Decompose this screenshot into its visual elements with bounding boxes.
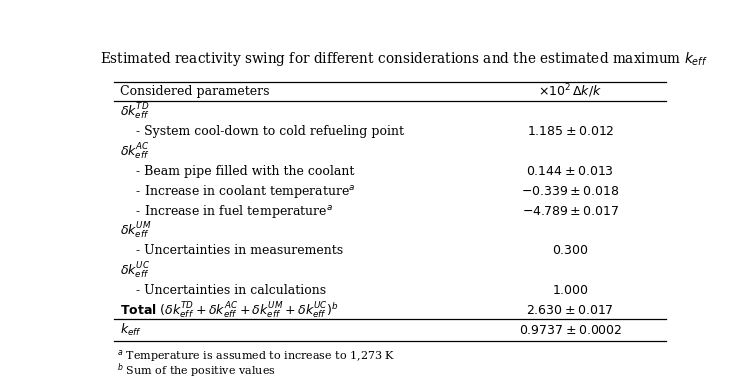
- Text: $0.300$: $0.300$: [552, 244, 589, 257]
- Text: $\delta k_{eff}^{AC}$: $\delta k_{eff}^{AC}$: [120, 141, 150, 162]
- Text: $\delta k_{eff}^{UC}$: $\delta k_{eff}^{UC}$: [120, 260, 150, 281]
- Text: $k_{eff}$: $k_{eff}$: [120, 322, 142, 338]
- Text: Considered parameters: Considered parameters: [120, 85, 269, 98]
- Text: $\delta k_{eff}^{TD}$: $\delta k_{eff}^{TD}$: [120, 102, 149, 122]
- Text: - System cool-down to cold refueling point: - System cool-down to cold refueling poi…: [120, 125, 404, 138]
- Text: - Uncertainties in measurements: - Uncertainties in measurements: [120, 244, 343, 257]
- Text: - Beam pipe filled with the coolant: - Beam pipe filled with the coolant: [120, 165, 354, 178]
- Text: $-4.789 \pm 0.017$: $-4.789 \pm 0.017$: [522, 205, 619, 218]
- Text: $0.144 \pm 0.013$: $0.144 \pm 0.013$: [526, 165, 614, 178]
- Text: $\mathbf{Total}$ $(\delta k_{eff}^{TD} + \delta k_{eff}^{AC} + \delta k_{eff}^{U: $\mathbf{Total}$ $(\delta k_{eff}^{TD} +…: [120, 301, 338, 320]
- Text: $\times 10^2\, \Delta k/k$: $\times 10^2\, \Delta k/k$: [538, 83, 602, 100]
- Text: - Uncertainties in calculations: - Uncertainties in calculations: [120, 284, 326, 297]
- Text: $^b$ Sum of the positive values: $^b$ Sum of the positive values: [117, 362, 276, 379]
- Text: $-0.339 \pm 0.018$: $-0.339 \pm 0.018$: [521, 185, 620, 198]
- Text: - Increase in fuel temperature$^a$: - Increase in fuel temperature$^a$: [120, 202, 333, 219]
- Text: $1.185 \pm 0.012$: $1.185 \pm 0.012$: [526, 125, 614, 138]
- Text: $2.630 \pm 0.017$: $2.630 \pm 0.017$: [526, 304, 614, 317]
- Text: $0.9737 \pm 0.0002$: $0.9737 \pm 0.0002$: [519, 324, 622, 337]
- Text: $^a$ Temperature is assumed to increase to 1,273 K: $^a$ Temperature is assumed to increase …: [117, 348, 395, 363]
- Text: $1.000$: $1.000$: [552, 284, 589, 297]
- Text: $\delta k_{eff}^{UM}$: $\delta k_{eff}^{UM}$: [120, 221, 152, 241]
- Text: - Increase in coolant temperature$^a$: - Increase in coolant temperature$^a$: [120, 183, 356, 200]
- Text: Estimated reactivity swing for different considerations and the estimated maximu: Estimated reactivity swing for different…: [100, 50, 707, 68]
